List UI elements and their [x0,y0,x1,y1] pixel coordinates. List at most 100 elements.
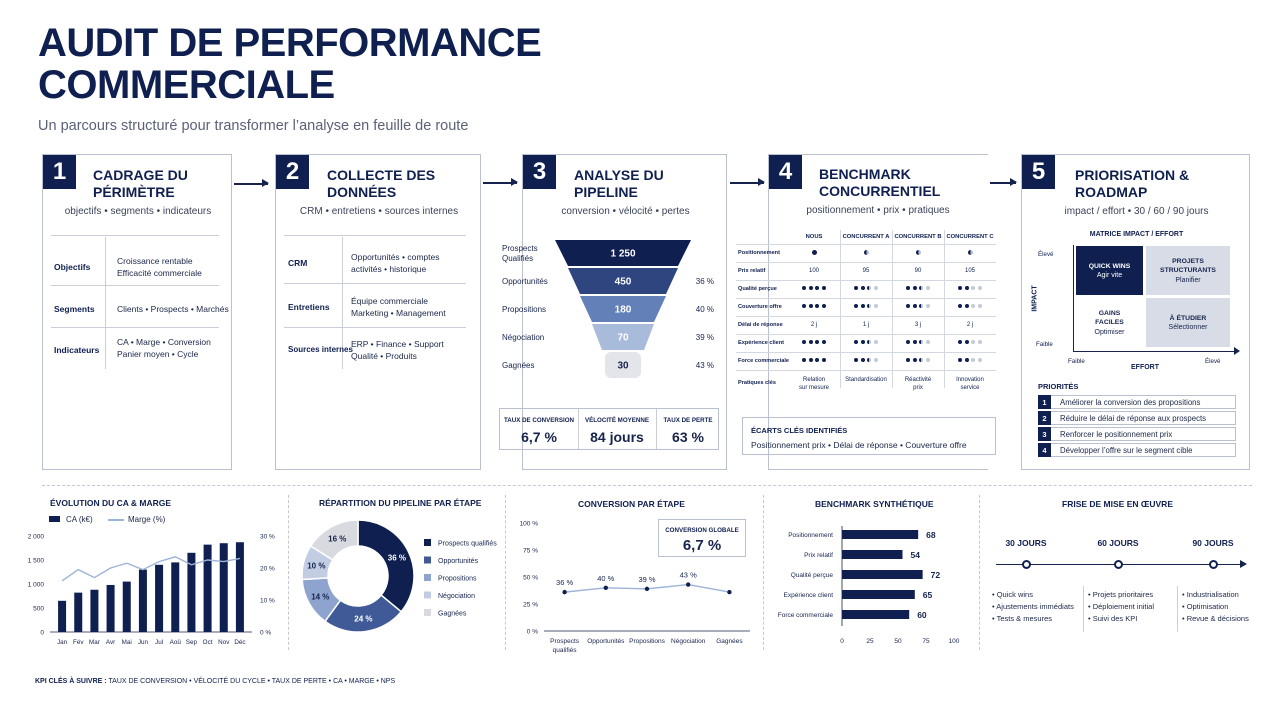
conversion-point [727,589,732,595]
bench-cell: 2 j [966,322,974,328]
step-number: 1 [43,155,76,189]
step-number: 4 [769,155,802,189]
legend-swatch [424,556,431,564]
row-text: Équipe commerciale Marketing • Managemen… [351,296,446,318]
ca-marge-chart: 0 500 1 000 1 500 2 000 0 % 10 % 20 % 30 % Jan Fév… [28,534,275,647]
data-label: 40 % [597,574,614,583]
legend-bar-swatch [49,516,60,522]
gaps-box: ÉCARTS CLÉS IDENTIFIÉS Positionnement pr… [742,417,996,455]
x-tick-label: qualifiés [553,647,578,654]
row-text: ERP • Finance • Support Qualité • Produi… [351,339,444,361]
ca-bar [122,581,131,632]
bench-row-label: Couverture offre [738,304,782,310]
page-subtitle: Un parcours structuré pour transformer l… [38,118,469,134]
x-tick-label: Avr [106,639,115,646]
bench-cell: 90 [914,268,922,274]
y-tick-label: Positionnement [788,532,833,539]
bench-cell [788,303,840,311]
funnel-stage [592,324,654,350]
pie-slice-label: 14 % [311,593,329,602]
data-label: 36 % [556,578,573,587]
funnel-stage [605,352,641,378]
conversion-point [562,589,567,595]
quadrant-quick-wins: QUICK WINS Agir vite [1076,246,1143,295]
conversion-line-chart: 0 % 25 % 50 % 75 % 100 % Prospects qualifiés Op… [520,521,750,654]
bench-cell [788,357,840,365]
benchmark-bar [842,570,923,579]
milestone-item: • Revue & décisions [1182,614,1249,623]
x-tick-label: Opportunités [587,638,625,645]
step-subtitle: impact / effort • 30 / 60 / 90 jours [1064,206,1209,217]
y-tick-label: 500 [33,606,44,613]
ca-bar [155,564,164,632]
gaps-text: Positionnement prix • Délai de réponse •… [751,440,967,450]
benchmark-bar [842,550,903,559]
y-tick-label: 75 % [523,548,538,555]
row-text: Clients • Prospects • Marchés [117,304,229,314]
funnel-stage [555,240,691,266]
quadrant-a-etudier: À ÉTUDIER Sélectionner [1146,298,1230,347]
step-title: COLLECTE DES DONNÉES [327,167,436,200]
y-tick-label: Prix relatif [804,552,833,559]
bench-cell [944,249,996,257]
ca-bar [203,544,212,632]
priority-item: 2 Réduire le délai de réponse aux prospe… [1038,411,1236,425]
x-tick-label: Mar [89,639,100,646]
legend-swatch [424,591,431,599]
bench-row-label: Qualité perçue [738,286,777,292]
chart-title-benchmark: BENCHMARK SYNTHÉTIQUE [815,499,934,509]
ca-bar [74,592,83,632]
pipeline-donut-chart: 36 % 24 % 14 % 10 % 16 % Prospects qualifiés O… [301,519,497,633]
ca-bar [187,552,196,632]
milestone-label: 60 JOURS [1097,538,1139,548]
y-tick-label: Qualité perçue [791,572,834,579]
legend-label: Prospects qualifiés [438,541,497,548]
y2-tick-label: 0 % [260,630,271,637]
chart-title-ca: ÉVOLUTION DU CA & MARGE [50,498,172,508]
marge-line [61,556,241,582]
bench-row-label: Positionnement [738,250,780,256]
y-tick-label: 1 000 [28,582,45,589]
y2-tick-label: 30 % [260,534,275,541]
bench-column-header: CONCURRENT C [946,234,994,240]
conversion-point [644,586,650,592]
ca-bar [219,543,228,632]
priorities-title: PRIORITÉS [1038,382,1079,391]
funnel-rate: 39 % [696,333,714,342]
milestone-item: • Projets prioritaires [1088,590,1154,599]
bench-cell: Relation sur mesure [798,377,829,391]
y-tick-label: 100 % [520,521,539,528]
bench-cell: 105 [964,268,975,274]
data-label: 43 % [680,571,697,580]
bench-cell [892,339,944,347]
bench-column-header: CONCURRENT A [842,234,890,240]
step-subtitle: positionnement • prix • pratiques [806,205,950,216]
x-tick-label: Sep [186,639,198,646]
arrow-icon [730,179,765,185]
data-label: 65 [923,590,933,600]
milestone-marker [1209,560,1218,569]
x-tick-label: Fév [73,639,84,646]
y2-tick-label: 20 % [260,566,275,573]
step-2-card: 2 COLLECTE DES DONNÉES CRM • entretiens … [275,154,481,470]
priority-item: 3 Renforcer le positionnement prix [1038,427,1236,441]
step-number: 3 [523,155,556,189]
bench-row-label: Délai de réponse [738,322,783,328]
funnel-rate: 43 % [696,361,714,370]
chart-title-conversion: CONVERSION PAR ÉTAPE [578,499,685,509]
bench-cell: 3 j [914,322,922,328]
timeline-title: FRISE DE MISE EN ŒUVRE [1062,499,1173,509]
y-tick-label: 0 % [527,629,538,636]
impact-low-label: Faible [1036,341,1053,348]
milestone-item: • Optimisation [1182,602,1229,611]
ca-bar [171,562,180,632]
x-tick-label: Mai [122,639,132,646]
step-subtitle: CRM • entretiens • sources internes [299,206,459,217]
x-tick-label: Gagnées [716,638,743,645]
benchmark-bar [842,610,910,619]
pie-slice-label: 16 % [328,534,346,543]
y-tick-label: Expérience client [784,592,834,599]
bench-cell: Innovation service [956,377,984,391]
x-tick-label: Propositions [629,638,666,645]
bench-cell [840,285,892,293]
